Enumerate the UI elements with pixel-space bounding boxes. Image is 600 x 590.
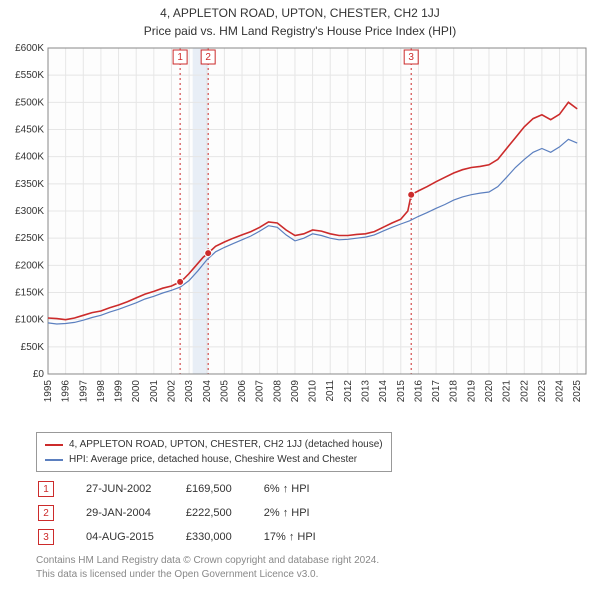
legend-item-hpi: HPI: Average price, detached house, Ches… bbox=[45, 452, 383, 467]
svg-text:2000: 2000 bbox=[131, 380, 142, 403]
svg-text:2004: 2004 bbox=[202, 380, 213, 403]
markers-table: 1 27-JUN-2002 £169,500 6% ↑ HPI 2 29-JAN… bbox=[36, 476, 348, 550]
svg-text:2011: 2011 bbox=[325, 380, 336, 402]
svg-text:£550K: £550K bbox=[15, 70, 44, 81]
marker-box-1: 1 bbox=[38, 481, 54, 497]
legend-label-hpi: HPI: Average price, detached house, Ches… bbox=[69, 452, 357, 467]
svg-text:£500K: £500K bbox=[15, 97, 44, 108]
svg-text:2024: 2024 bbox=[555, 380, 566, 403]
table-row: 2 29-JAN-2004 £222,500 2% ↑ HPI bbox=[38, 502, 346, 524]
svg-text:1995: 1995 bbox=[43, 380, 54, 403]
svg-text:£100K: £100K bbox=[15, 315, 44, 326]
legend-box: 4, APPLETON ROAD, UPTON, CHESTER, CH2 1J… bbox=[36, 432, 392, 472]
footer-line2: This data is licensed under the Open Gov… bbox=[36, 568, 379, 582]
svg-text:2005: 2005 bbox=[219, 380, 230, 403]
marker-price: £169,500 bbox=[186, 478, 262, 500]
svg-text:£450K: £450K bbox=[15, 125, 44, 136]
line-chart-svg: £0 £50K £100K £150K £200K £250K £300K £350K £400… bbox=[4, 44, 596, 424]
marker-pct: 6% ↑ HPI bbox=[264, 478, 346, 500]
footer-line1: Contains HM Land Registry data © Crown c… bbox=[36, 554, 379, 568]
marker-price: £222,500 bbox=[186, 502, 262, 524]
svg-text:£150K: £150K bbox=[15, 288, 44, 299]
svg-text:2003: 2003 bbox=[184, 380, 195, 403]
svg-text:2017: 2017 bbox=[431, 380, 442, 403]
svg-text:2018: 2018 bbox=[449, 380, 460, 403]
svg-text:2023: 2023 bbox=[537, 380, 548, 403]
footer-attribution: Contains HM Land Registry data © Crown c… bbox=[36, 554, 379, 582]
svg-text:2016: 2016 bbox=[413, 380, 424, 403]
marker-pct: 17% ↑ HPI bbox=[264, 526, 346, 548]
svg-text:2013: 2013 bbox=[361, 380, 372, 403]
table-row: 3 04-AUG-2015 £330,000 17% ↑ HPI bbox=[38, 526, 346, 548]
svg-text:2012: 2012 bbox=[343, 380, 354, 403]
legend-swatch-hpi bbox=[45, 459, 63, 461]
svg-text:£50K: £50K bbox=[21, 342, 45, 353]
svg-text:2: 2 bbox=[205, 52, 211, 63]
chart-area: £0 £50K £100K £150K £200K £250K £300K £350K £400… bbox=[4, 44, 596, 424]
marker-date: 29-JAN-2004 bbox=[86, 502, 184, 524]
legend-label-property: 4, APPLETON ROAD, UPTON, CHESTER, CH2 1J… bbox=[69, 437, 383, 452]
chart-title-subtitle: Price paid vs. HM Land Registry's House … bbox=[0, 20, 600, 46]
svg-text:2001: 2001 bbox=[149, 380, 160, 403]
svg-text:£250K: £250K bbox=[15, 233, 44, 244]
marker-date: 04-AUG-2015 bbox=[86, 526, 184, 548]
svg-text:2006: 2006 bbox=[237, 380, 248, 403]
svg-text:£400K: £400K bbox=[15, 152, 44, 163]
svg-text:2009: 2009 bbox=[290, 380, 301, 403]
svg-text:1997: 1997 bbox=[78, 380, 89, 403]
svg-text:1999: 1999 bbox=[114, 380, 125, 403]
svg-text:£300K: £300K bbox=[15, 206, 44, 217]
svg-text:2015: 2015 bbox=[396, 380, 407, 403]
svg-text:1: 1 bbox=[177, 52, 183, 63]
marker-date: 27-JUN-2002 bbox=[86, 478, 184, 500]
svg-text:£600K: £600K bbox=[15, 44, 44, 54]
svg-text:2022: 2022 bbox=[519, 380, 530, 403]
svg-text:2021: 2021 bbox=[502, 380, 513, 403]
svg-text:1998: 1998 bbox=[96, 380, 107, 403]
svg-text:£200K: £200K bbox=[15, 260, 44, 271]
svg-text:2025: 2025 bbox=[572, 380, 583, 403]
svg-text:2010: 2010 bbox=[308, 380, 319, 403]
marker-price: £330,000 bbox=[186, 526, 262, 548]
chart-title-address: 4, APPLETON ROAD, UPTON, CHESTER, CH2 1J… bbox=[0, 0, 600, 20]
svg-text:2020: 2020 bbox=[484, 380, 495, 403]
svg-text:3: 3 bbox=[408, 52, 414, 63]
svg-text:£350K: £350K bbox=[15, 179, 44, 190]
svg-text:2019: 2019 bbox=[466, 380, 477, 403]
legend-swatch-property bbox=[45, 444, 63, 446]
svg-text:2002: 2002 bbox=[166, 380, 177, 403]
marker-pct: 2% ↑ HPI bbox=[264, 502, 346, 524]
svg-text:2008: 2008 bbox=[272, 380, 283, 403]
marker-box-2: 2 bbox=[38, 505, 54, 521]
svg-text:£0: £0 bbox=[33, 369, 45, 380]
table-row: 1 27-JUN-2002 £169,500 6% ↑ HPI bbox=[38, 478, 346, 500]
legend-item-property: 4, APPLETON ROAD, UPTON, CHESTER, CH2 1J… bbox=[45, 437, 383, 452]
svg-text:2007: 2007 bbox=[255, 380, 266, 403]
marker-box-3: 3 bbox=[38, 529, 54, 545]
svg-text:2014: 2014 bbox=[378, 380, 389, 403]
svg-text:1996: 1996 bbox=[61, 380, 72, 403]
